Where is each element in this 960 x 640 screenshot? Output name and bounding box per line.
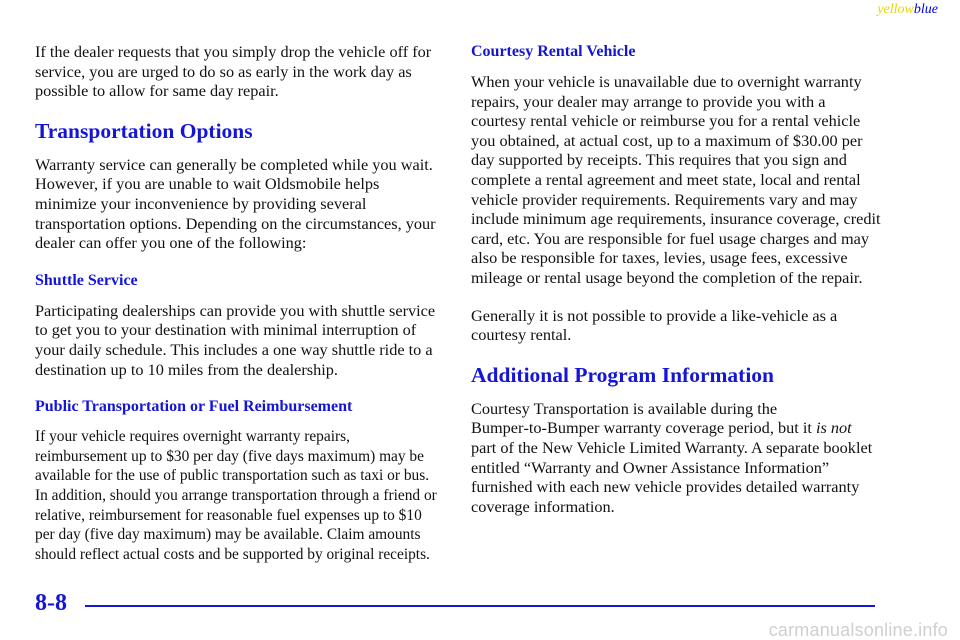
watermark: carmanualsonline.info bbox=[768, 620, 948, 640]
footer-rule bbox=[85, 605, 875, 607]
additional-emphasis: is not bbox=[815, 418, 852, 438]
additional-paragraph: Courtesy Transportation is available dur… bbox=[471, 399, 881, 517]
heading-additional-program: Additional Program Information bbox=[471, 362, 774, 387]
additional-text-start: Courtesy Transportation is available dur… bbox=[471, 398, 816, 438]
heading-courtesy-rental: Courtesy Rental Vehicle bbox=[471, 43, 636, 60]
like-vehicle-paragraph: Generally it is not possible to provide … bbox=[471, 305, 838, 345]
page-number: 8-8 bbox=[35, 590, 67, 616]
heading-public-transportation: Public Transportation or Fuel Reimbursem… bbox=[35, 398, 353, 416]
left-column: If the dealer requests that you simply d… bbox=[35, 42, 440, 582]
right-column: Courtesy Rental Vehicle When your vehicl… bbox=[471, 42, 881, 534]
heading-shuttle-service: Shuttle Service bbox=[35, 271, 138, 289]
shuttle-paragraph: Participating dealerships can provide yo… bbox=[35, 300, 436, 379]
public-transportation-paragraph: If your vehicle requires overnight warra… bbox=[35, 428, 437, 563]
color-tag-yellow: yellow bbox=[877, 2, 914, 17]
courtesy-paragraph: When your vehicle is unavailable due to … bbox=[471, 72, 881, 287]
transportation-paragraph: Warranty service can generally be comple… bbox=[35, 154, 436, 253]
intro-paragraph: If the dealer requests that you simply d… bbox=[35, 42, 432, 101]
color-tag: yellowblue bbox=[877, 2, 938, 18]
color-tag-blue: blue bbox=[913, 2, 938, 17]
additional-text-end: part of the New Vehicle Limited Warranty… bbox=[471, 437, 873, 516]
page-footer: 8-8 carmanualsonline.info bbox=[0, 588, 960, 640]
heading-transportation-options: Transportation Options bbox=[35, 118, 253, 143]
